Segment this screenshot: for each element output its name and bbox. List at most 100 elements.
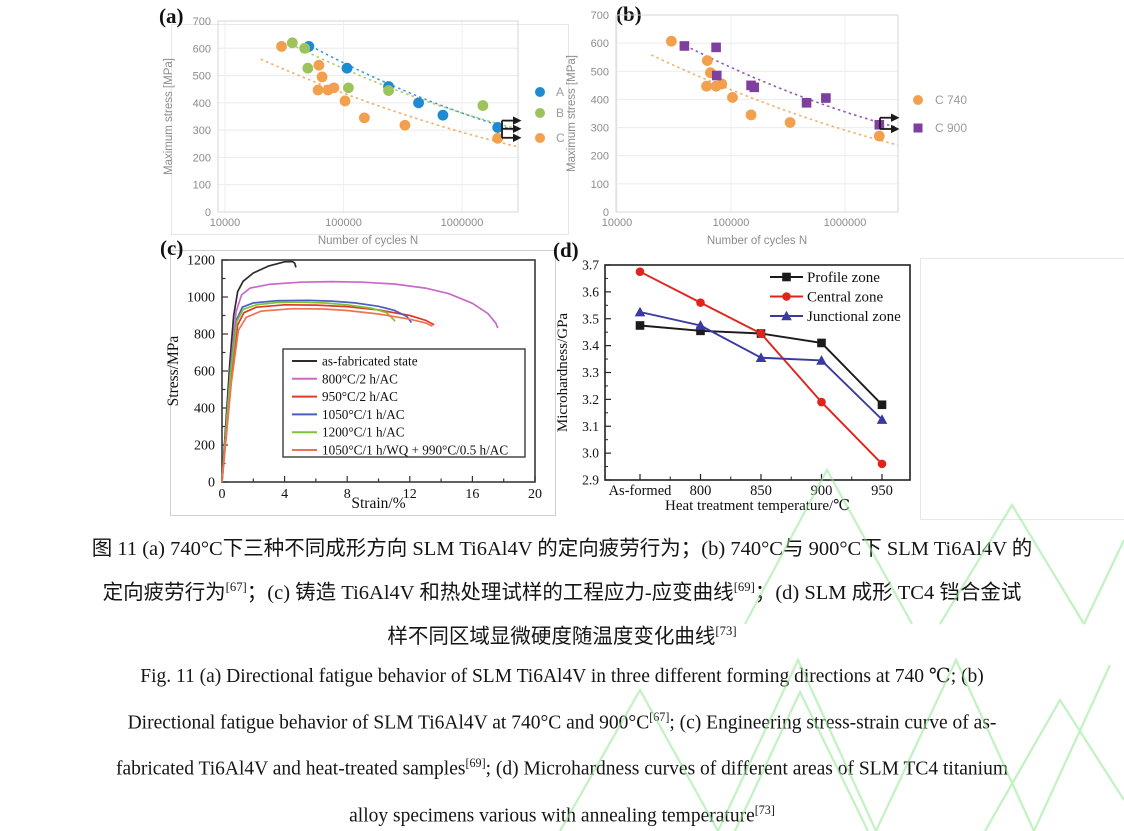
runout-arrows [879, 113, 900, 134]
legend-label: Profile zone [807, 270, 880, 286]
data-point [492, 132, 504, 144]
data-point [695, 320, 706, 330]
data-point [665, 35, 677, 47]
series-Central-zone [635, 267, 887, 469]
data-point [817, 397, 826, 407]
data-point [399, 119, 411, 131]
legend-label: Central zone [807, 290, 884, 306]
data-point [711, 70, 722, 81]
legend: as-fabricated state 800°C/2 h/AC 950°C/2 h… [282, 348, 526, 458]
tick-label: 400 [193, 98, 211, 110]
stress-strain-chart: 0 4 8 12 16 20020040060080010001200as-fabrica… [165, 254, 542, 513]
tick-label: 600 [194, 365, 215, 380]
tick-label: 100 [591, 179, 609, 191]
data-point [492, 122, 504, 133]
tick-label: 200 [193, 152, 211, 164]
data-point [701, 80, 712, 92]
series-C [276, 40, 504, 144]
y-axis-title: Microhardness/GPa [555, 313, 571, 432]
tick-label: 500 [591, 66, 609, 78]
curve-2d2d2d [221, 260, 297, 483]
data-point [383, 85, 394, 96]
tick-label: 0 [219, 487, 226, 502]
y-axis-title: Maximum stress [MPa] [566, 55, 578, 172]
tick-label: 400 [194, 402, 215, 417]
tick-label: 8 [344, 487, 351, 502]
panel-b-label: (b) [616, 2, 642, 26]
data-point [358, 112, 370, 124]
tick-label: 3.3 [582, 365, 599, 380]
data-point [756, 329, 766, 338]
microhardness-chart: 2.9 3.0 3.1 3.2 3.3 3.4 3.5 3.6 3.7 As-formed 800 8… [555, 258, 911, 514]
data-point [316, 71, 328, 83]
legend: C 740 C 900 [913, 93, 967, 135]
tick-label: 3.5 [582, 311, 599, 326]
tick-label: 12 [403, 487, 417, 502]
data-point [328, 82, 340, 94]
data-point [801, 98, 812, 108]
chart-frame [615, 14, 899, 213]
plot-area [217, 20, 522, 213]
data-point [634, 306, 646, 317]
caption-en-line: alloy specimens various with annealing t… [349, 802, 775, 827]
tick-label: 0 [208, 476, 215, 491]
legend-label: as-fabricated state [322, 354, 418, 369]
tick-label: 1200 [187, 254, 215, 269]
category-label: 850 [750, 483, 772, 499]
arrow-head [891, 124, 900, 134]
panel-d-label: (d) [553, 238, 579, 262]
data-point [696, 326, 705, 336]
data-point [711, 42, 721, 53]
category-label: 950 [871, 483, 893, 499]
legend-label: 1050°C/1 h/AC [322, 407, 405, 422]
tick-label: 3.0 [582, 446, 599, 461]
data-point [339, 95, 351, 107]
data-point [696, 298, 705, 307]
tick-label: 10000 [210, 217, 241, 229]
data-point [745, 109, 757, 121]
legend-label: B [556, 106, 564, 120]
series-Junctional-zone [634, 306, 888, 424]
data-point [816, 355, 827, 365]
legend-label: 1200°C/1 h/AC [322, 425, 405, 440]
legend-label: C 740 [935, 93, 967, 107]
caption-en-line: fabricated Ti6Al4V and heat-treated samp… [116, 756, 1008, 780]
category-label: As-formed [609, 483, 673, 499]
caption-zh-line: 图 11 (a) 740°C下三种不同成形方向 SLM Ti6Al4V 的定向疲… [91, 538, 1033, 560]
arrow-head [513, 124, 522, 133]
legend-label: Junctional zone [807, 309, 901, 325]
legend-marker [535, 87, 545, 97]
tick-label: 3.2 [582, 392, 599, 407]
legend-marker [782, 292, 791, 301]
plot-area [615, 14, 900, 213]
trendline [260, 58, 517, 148]
legend-marker [782, 272, 791, 282]
tick-label: 500 [193, 71, 211, 83]
legend: ABC [535, 85, 565, 145]
data-point [873, 130, 885, 142]
curve-7cc433 [221, 301, 396, 483]
tick-label: 100 [193, 180, 211, 192]
data-point [635, 321, 645, 330]
tick-label: 100000 [325, 217, 362, 229]
tick-label: 2.9 [582, 473, 599, 488]
tick-label: 20 [528, 487, 542, 502]
panel-c-frame [170, 250, 556, 516]
tick-label: 16 [465, 487, 479, 502]
x-axis-title: Strain/% [351, 495, 405, 512]
arrow-head [513, 116, 522, 125]
caption-zh-line: 定向疲劳行为[67]；(c) 铸造 Ti6Al4V 和热处理试样的工程应力-应变… [102, 580, 1022, 604]
series-B [286, 37, 489, 111]
panel-c-label: (c) [160, 236, 184, 260]
legend-label: C 900 [935, 121, 967, 135]
data-point [821, 93, 831, 103]
tick-label: 700 [591, 10, 609, 22]
fatigue-chart-a: 10000 100000 1000000 0 100 200 300 400 500 600 700… [163, 16, 565, 247]
figure-caption: 图 11 (a) 740°C下三种不同成形方向 SLM Ti6Al4V 的定向疲… [0, 530, 1124, 831]
legend-marker [535, 133, 545, 143]
legend-box [282, 348, 526, 458]
series-C-740 [665, 35, 885, 142]
tick-label: 0 [603, 207, 609, 219]
data-point [817, 338, 826, 348]
